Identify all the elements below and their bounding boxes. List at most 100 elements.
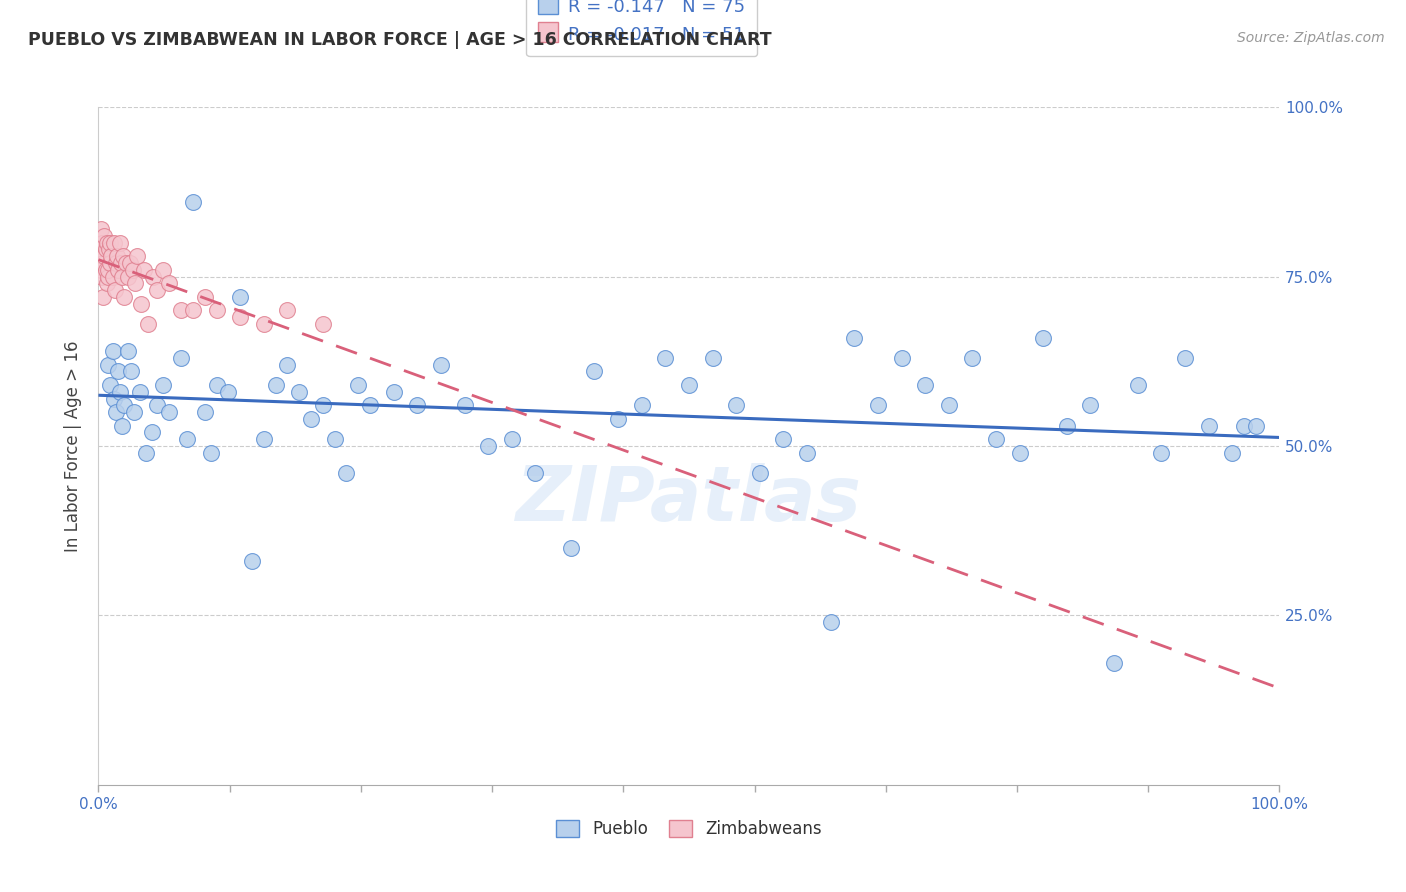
Point [702,351,724,365]
Point [194,290,217,304]
Point [406,398,429,412]
Point [229,290,252,304]
Point [101,269,124,284]
Point [89,243,111,257]
Legend: Pueblo, Zimbabweans: Pueblo, Zimbabweans [550,813,828,845]
Point [135,446,157,460]
Point [1174,351,1197,365]
Point [117,344,139,359]
Point [725,398,748,412]
Point [120,256,142,270]
Point [103,392,125,406]
Point [524,466,547,480]
Point [962,351,984,365]
Point [97,269,120,284]
Point [129,296,152,310]
Point [1080,398,1102,412]
Point [112,290,135,304]
Point [654,351,676,365]
Point [112,249,135,263]
Point [583,364,606,378]
Point [98,235,121,250]
Point [1032,330,1054,344]
Point [772,432,794,446]
Point [181,303,204,318]
Point [142,269,165,284]
Point [136,317,159,331]
Point [134,262,156,277]
Text: ZIPatlas: ZIPatlas [516,463,862,537]
Point [170,351,193,365]
Text: Source: ZipAtlas.com: Source: ZipAtlas.com [1237,31,1385,45]
Point [176,432,198,446]
Point [1102,656,1125,670]
Point [146,283,169,297]
Point [205,378,228,392]
Point [93,228,115,243]
Y-axis label: In Labor Force | Age > 16: In Labor Force | Age > 16 [65,340,83,552]
Point [205,303,228,318]
Point [146,398,169,412]
Point [453,398,475,412]
Point [108,235,131,250]
Point [108,384,131,399]
Point [93,249,115,263]
Point [121,262,143,277]
Point [264,378,287,392]
Point [678,378,700,392]
Point [124,277,146,291]
Point [938,398,960,412]
Point [90,222,112,236]
Text: PUEBLO VS ZIMBABWEAN IN LABOR FORCE | AGE > 16 CORRELATION CHART: PUEBLO VS ZIMBABWEAN IN LABOR FORCE | AG… [28,31,772,49]
Point [105,405,128,419]
Point [477,439,499,453]
Point [96,235,118,250]
Point [91,269,114,284]
Point [748,466,770,480]
Point [104,283,127,297]
Point [820,615,842,630]
Point [96,277,118,291]
Point [607,412,630,426]
Point [111,269,134,284]
Point [97,358,120,372]
Point [98,256,121,270]
Point [107,364,129,378]
Point [288,384,311,399]
Point [382,384,405,399]
Point [312,398,335,412]
Point [103,235,125,250]
Point [844,330,866,344]
Point [117,269,139,284]
Point [98,243,121,257]
Point [1126,378,1149,392]
Point [1233,418,1256,433]
Point [105,249,128,263]
Point [560,541,582,555]
Point [94,243,117,257]
Point [112,398,135,412]
Point [110,256,132,270]
Point [91,290,114,304]
Point [984,432,1007,446]
Point [152,262,174,277]
Point [105,256,128,270]
Point [796,446,818,460]
Point [630,398,652,412]
Point [98,378,121,392]
Point [914,378,936,392]
Point [157,405,180,419]
Point [1150,446,1173,460]
Point [1244,418,1267,433]
Point [194,405,217,419]
Point [91,235,114,250]
Point [276,358,298,372]
Point [111,418,134,433]
Point [1220,446,1243,460]
Point [323,432,346,446]
Point [114,256,136,270]
Point [1198,418,1220,433]
Point [276,303,298,318]
Point [107,262,129,277]
Point [1008,446,1031,460]
